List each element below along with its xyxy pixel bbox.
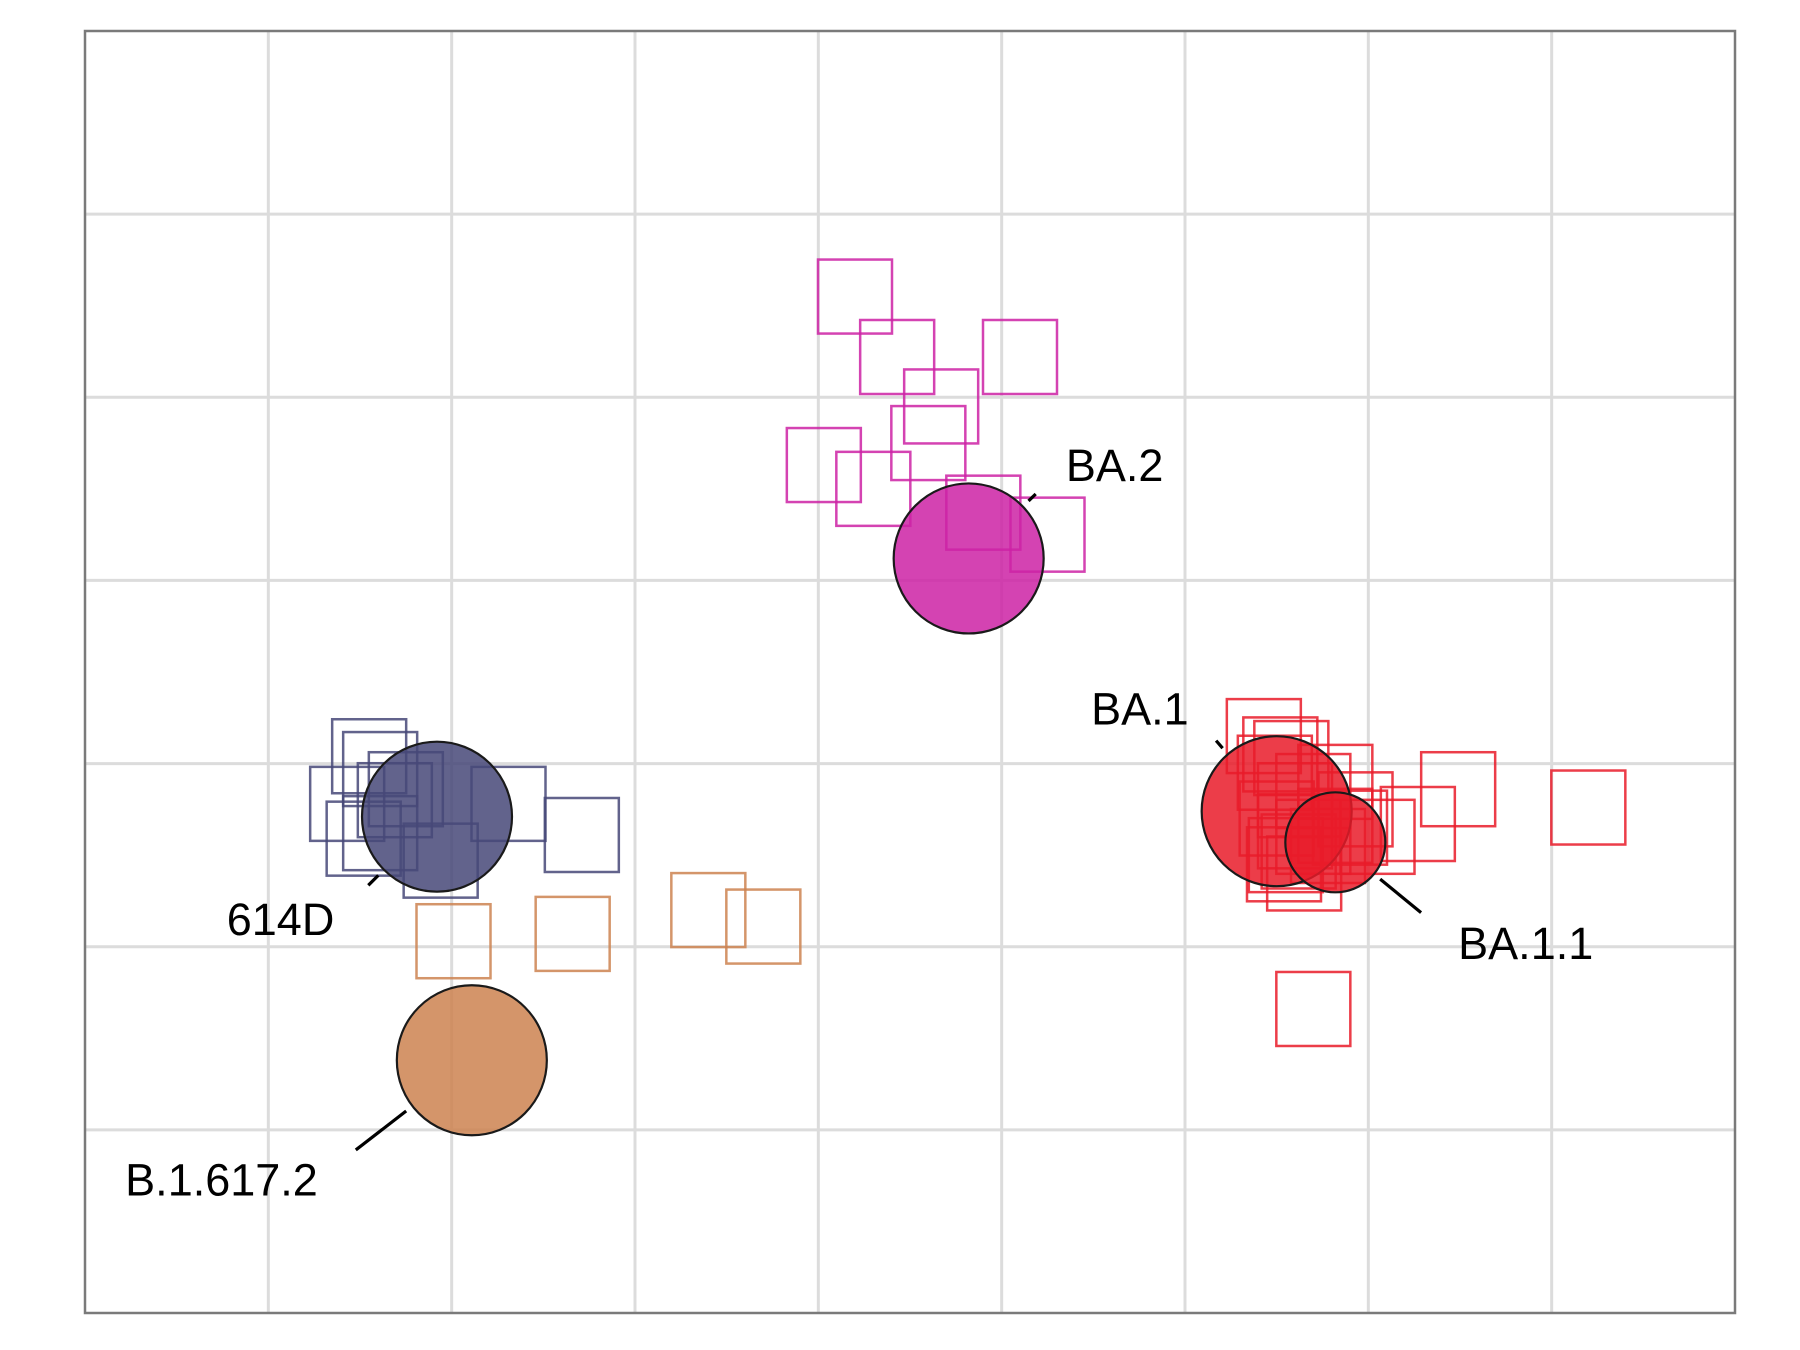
antigen-labels: 614D B.1.617.2 BA.2 BA.1 BA.1.1	[125, 440, 1593, 1205]
serum-point-B.1.617.2-3	[670, 871, 747, 949]
serum-point-BA.2-9	[835, 450, 912, 528]
serum-point-B.1.617.2-1	[415, 902, 492, 980]
leader-line-B.1.617.2	[354, 1109, 408, 1152]
label-leader-lines	[354, 492, 1423, 1152]
serum-point-BA.2-2	[858, 318, 936, 396]
antigen-points	[360, 482, 1387, 1137]
serum-point-BA.1-20	[1550, 769, 1627, 846]
leader-line-614D	[367, 874, 380, 887]
serum-point-BA.1-21	[1275, 970, 1352, 1048]
antigen-label-B.1.617.2: B.1.617.2	[125, 1154, 318, 1205]
plot-frame	[83, 29, 1737, 1315]
serum-point-BA.2-5	[890, 404, 967, 482]
leader-line-BA.1	[1214, 739, 1224, 750]
serum-point-614D-9	[543, 796, 621, 874]
antigen-point-614D	[360, 740, 514, 893]
serum-point-BA.2-6	[785, 426, 863, 504]
sera-points	[308, 258, 1627, 1048]
antigen-label-614D: 614D	[227, 894, 335, 945]
antigen-point-BA.1.1	[1284, 791, 1387, 894]
grid-lines	[85, 31, 1735, 1313]
antigen-label-BA.1.1: BA.1.1	[1458, 918, 1593, 969]
serum-point-B.1.617.2-4	[725, 888, 802, 965]
serum-point-BA.1-17	[1419, 750, 1497, 828]
leader-line-BA.2	[1027, 492, 1037, 503]
serum-point-BA.2-1	[816, 258, 894, 335]
antigen-label-BA.1: BA.1	[1091, 684, 1189, 735]
antigen-label-BA.2: BA.2	[1066, 440, 1164, 491]
leader-line-BA.1.1	[1379, 877, 1423, 914]
antigen-point-B.1.617.2	[395, 984, 548, 1137]
antigen-point-BA.2	[892, 482, 1045, 635]
serum-point-BA.2-4	[981, 318, 1059, 396]
serum-point-B.1.617.2-2	[534, 895, 611, 973]
